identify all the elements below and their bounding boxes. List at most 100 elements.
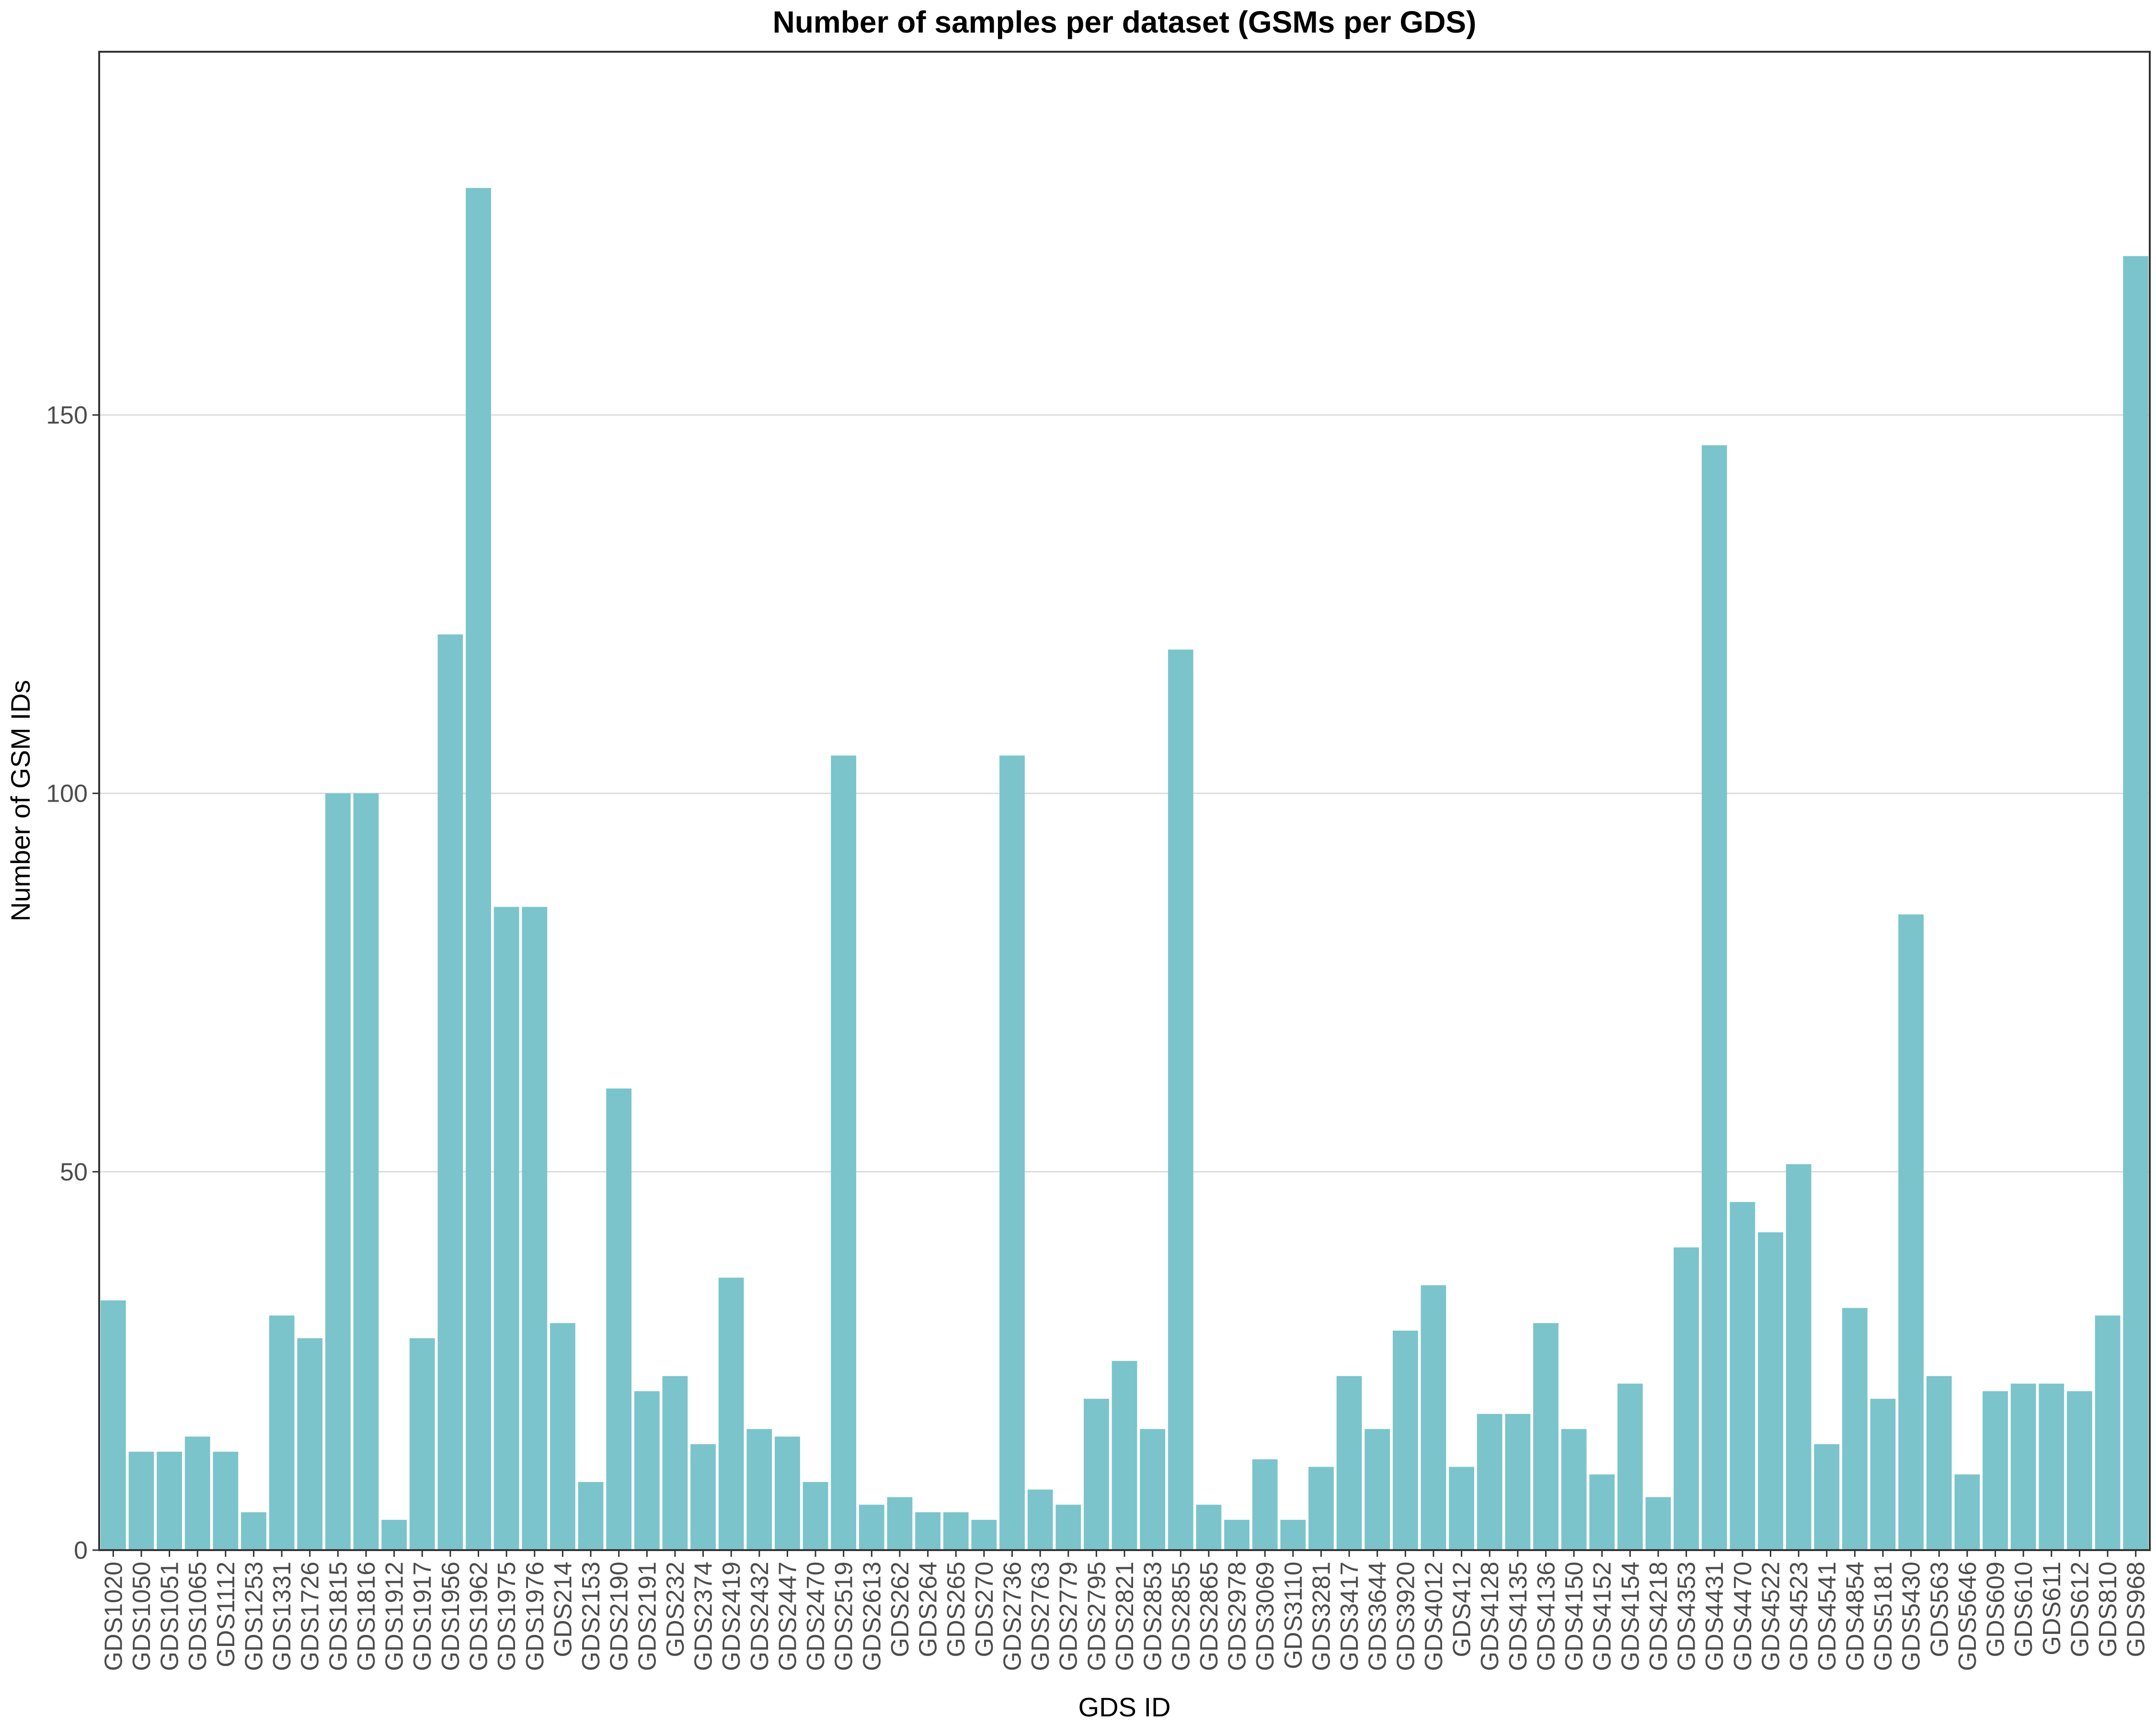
bar — [1083, 1399, 1109, 1550]
bar — [859, 1505, 884, 1550]
x-tick-label: GDS264 — [915, 1562, 942, 1657]
bar — [1449, 1467, 1474, 1550]
bar — [831, 755, 857, 1550]
x-axis-label: GDS ID — [1078, 1692, 1171, 1722]
bar — [325, 793, 351, 1550]
bar — [746, 1429, 772, 1550]
x-tick-label: GDS2432 — [746, 1562, 774, 1671]
bar — [213, 1451, 239, 1550]
bar — [662, 1376, 688, 1550]
y-tick-label: 150 — [46, 402, 88, 429]
x-tick-label: GDS5181 — [1869, 1562, 1897, 1671]
bar — [943, 1512, 969, 1550]
x-tick-label: GDS2191 — [633, 1562, 661, 1671]
bar — [157, 1451, 182, 1550]
x-tick-label: GDS3069 — [1251, 1562, 1279, 1671]
bar — [409, 1338, 435, 1550]
x-tick-label: GDS2447 — [774, 1562, 802, 1671]
x-tick-label: GDS4128 — [1476, 1562, 1504, 1671]
x-tick-label: GDS3644 — [1364, 1562, 1392, 1671]
x-tick-label: GDS2419 — [718, 1562, 745, 1671]
x-tick-label: GDS610 — [2010, 1562, 2038, 1657]
x-tick-label: GDS1726 — [297, 1562, 324, 1671]
bar — [887, 1497, 913, 1550]
bar — [1561, 1429, 1587, 1550]
x-tick-label: GDS2613 — [858, 1562, 886, 1671]
x-tick-label: GDS2153 — [577, 1562, 605, 1671]
x-tick-label: GDS1917 — [409, 1562, 436, 1671]
bar — [2067, 1391, 2092, 1550]
x-tick-label: GDS2795 — [1083, 1562, 1111, 1671]
x-tick-label: GDS810 — [2094, 1562, 2122, 1657]
x-tick-label: GDS4218 — [1645, 1562, 1673, 1671]
x-tick-label: GDS2865 — [1195, 1562, 1223, 1671]
y-tick-label: 0 — [74, 1537, 88, 1564]
bar — [803, 1482, 828, 1550]
x-tick-label: GDS232 — [662, 1562, 689, 1657]
bar — [1392, 1331, 1418, 1550]
bar — [1505, 1414, 1531, 1550]
x-tick-label: GDS262 — [886, 1562, 914, 1657]
x-tick-label: GDS1253 — [240, 1562, 268, 1671]
bar — [1786, 1164, 1812, 1550]
bar — [1674, 1247, 1699, 1550]
bar — [1758, 1232, 1783, 1550]
bar — [381, 1519, 407, 1550]
bar — [1898, 914, 1924, 1550]
x-tick-label: GDS1020 — [100, 1562, 127, 1671]
x-tick-label: GDS2736 — [998, 1562, 1026, 1671]
bar — [1617, 1383, 1643, 1550]
bar — [606, 1088, 632, 1550]
bar — [915, 1512, 940, 1550]
y-tick-label: 50 — [60, 1158, 88, 1186]
bar — [1954, 1474, 1980, 1550]
x-tick-label: GDS968 — [2122, 1562, 2150, 1657]
x-tick-label: GDS4012 — [1420, 1562, 1448, 1671]
x-tick-label: GDS1956 — [437, 1562, 465, 1671]
bar — [1870, 1399, 1896, 1550]
x-tick-label: GDS4431 — [1701, 1562, 1729, 1671]
bar — [1308, 1467, 1334, 1550]
x-tick-label: GDS1962 — [465, 1562, 493, 1671]
x-tick-label: GDS3110 — [1280, 1562, 1307, 1669]
x-tick-label: GDS609 — [1982, 1562, 2010, 1657]
bar — [1842, 1308, 1868, 1550]
bar — [1814, 1444, 1840, 1550]
x-tick-label: GDS563 — [1926, 1562, 1953, 1657]
x-tick-label: GDS214 — [549, 1562, 577, 1657]
x-tick-label: GDS1051 — [156, 1562, 184, 1671]
bar — [1224, 1519, 1250, 1550]
bar — [550, 1323, 575, 1550]
x-tick-label: GDS2374 — [690, 1562, 718, 1671]
x-tick-label: GDS265 — [942, 1562, 970, 1657]
bars — [100, 188, 2149, 1551]
bar — [493, 907, 519, 1550]
bar — [100, 1300, 126, 1550]
x-tick-label: GDS2519 — [830, 1562, 858, 1671]
y-axis: 0 50 100 150 — [46, 402, 99, 1564]
x-tick-label: GDS2853 — [1139, 1562, 1167, 1671]
bar — [184, 1437, 210, 1550]
x-tick-label: GDS4522 — [1757, 1562, 1785, 1671]
bar — [269, 1315, 295, 1550]
x-tick-label: GDS1912 — [381, 1562, 409, 1671]
x-axis: GDS1020 GDS1050 GDS1051 GDS1065 GDS1112 GDS12… — [100, 1550, 2150, 1671]
bar — [297, 1338, 323, 1550]
x-tick-label: GDS611 — [2038, 1562, 2066, 1656]
bar — [1926, 1376, 1952, 1550]
x-tick-label: GDS2190 — [606, 1562, 633, 1671]
x-tick-label: GDS3281 — [1307, 1562, 1335, 1671]
x-tick-label: GDS4541 — [1813, 1562, 1841, 1671]
bar — [128, 1451, 154, 1550]
bar — [1112, 1361, 1137, 1550]
gridlines — [99, 414, 2150, 1173]
x-tick-label: GDS4154 — [1617, 1562, 1644, 1671]
bar — [1589, 1474, 1615, 1550]
x-tick-label: GDS5646 — [1954, 1562, 1982, 1671]
x-tick-label: GDS4135 — [1504, 1562, 1532, 1671]
bar — [1336, 1376, 1362, 1550]
x-tick-label: GDS2855 — [1167, 1562, 1195, 1671]
x-tick-label: GDS2978 — [1224, 1562, 1251, 1671]
